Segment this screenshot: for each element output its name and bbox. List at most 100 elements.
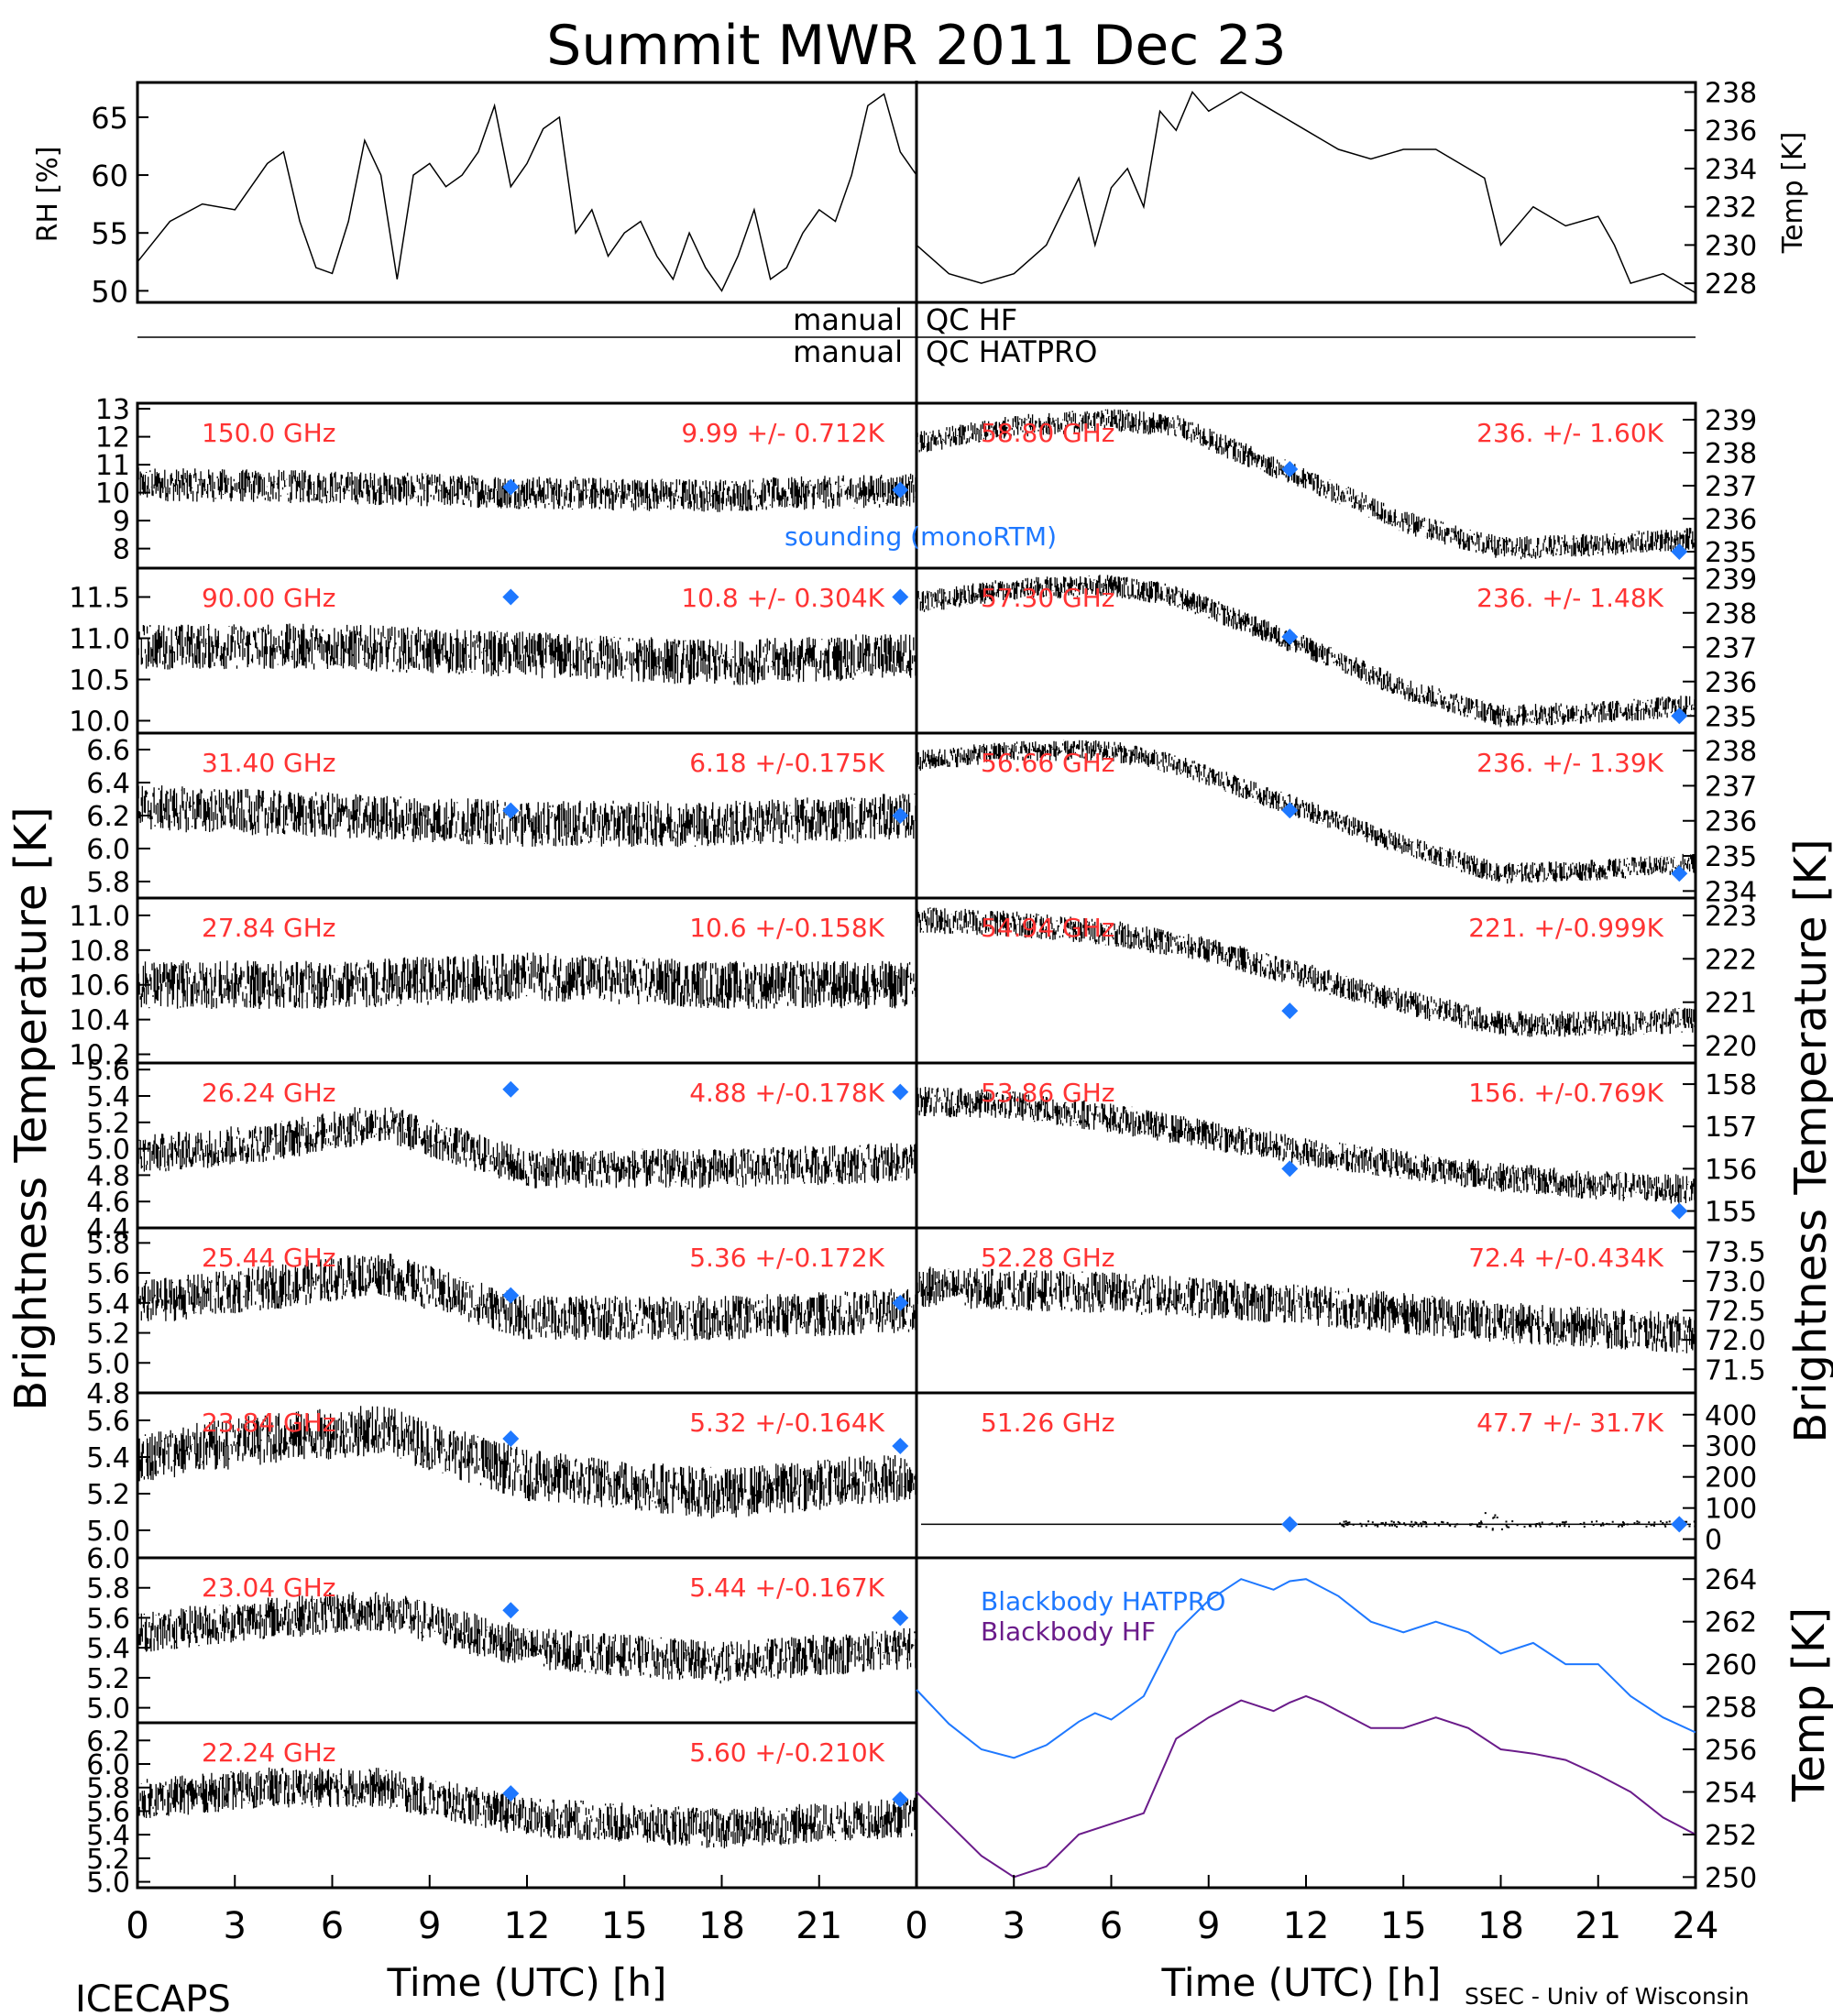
bb-hatpro-line: [916, 1578, 1696, 1759]
channel-stats: 5.32 +/-0.164K: [689, 1408, 884, 1438]
time-tick-label-right: 21: [1575, 1905, 1621, 1947]
channel-stats: 236. +/- 1.60K: [1476, 418, 1663, 448]
tb-tick-label: 13: [95, 394, 130, 426]
channel-stats: 221. +/-0.999K: [1468, 913, 1663, 943]
time-axis-right: 0 3 6 9 12 15 18 21 24 Time (UTC) [h]: [905, 1875, 1718, 2005]
tb-tick-label: 11: [95, 450, 130, 482]
tb-tick-label: 238: [1705, 736, 1757, 768]
tb-tick-label: 236: [1705, 667, 1757, 699]
tb-panel-left-5: 4.85.05.25.45.65.8 25.44 GHz 5.36 +/-0.172…: [86, 1226, 918, 1410]
tb-panel-left-3: 10.210.410.610.811.0 27.84 GHz 10.6 +/-0.1…: [69, 896, 918, 1072]
time-tick-label-right: 15: [1380, 1905, 1427, 1947]
tb-tick-label: 5.2: [86, 1663, 130, 1695]
bb-hf-line: [916, 1694, 1696, 1879]
tb-tick-label: 6.4: [86, 768, 130, 800]
time-axis-label-right: Time (UTC) [h]: [1161, 1960, 1442, 2005]
tb-tick-label: 10.8: [69, 936, 130, 968]
sounding-marker: [892, 1294, 909, 1311]
time-axis-label-left: Time (UTC) [h]: [387, 1960, 667, 2005]
tb-tick-label: 10: [95, 478, 130, 510]
channel-stats: 5.44 +/-0.167K: [689, 1572, 884, 1603]
time-tick-label-left: 18: [698, 1905, 745, 1947]
bb-hatpro-legend: Blackbody HATPRO: [981, 1586, 1225, 1616]
rh-axis-label: RH [%]: [32, 147, 64, 243]
tb-tick-label: 5.6: [86, 1796, 130, 1828]
time-tick-label-left: 3: [224, 1905, 247, 1947]
sounding-marker: [892, 1609, 909, 1627]
tb-tick-label: 6.0: [86, 1749, 130, 1781]
sounding-marker: [502, 1080, 520, 1098]
time-tick-labels-right: 0 3 6 9 12 15 18 21 24: [905, 1875, 1718, 1947]
bb-tick-label: 264: [1705, 1564, 1757, 1596]
tb-tick-label: 11.0: [69, 901, 130, 933]
rh-tick-label: 65: [91, 101, 128, 136]
sounding-marker: [892, 1083, 909, 1101]
time-tick-label-right: 0: [905, 1905, 927, 1947]
sounding-marker: [892, 1438, 909, 1454]
tb-tick-label: 237: [1705, 471, 1757, 503]
sounding-marker: [1671, 1202, 1688, 1220]
bb-tick-label: 258: [1705, 1693, 1757, 1725]
time-tick-label-left: 21: [796, 1905, 842, 1947]
tb-tick-label: 4.6: [86, 1187, 130, 1219]
tb-tick-label: 5.8: [86, 867, 130, 899]
time-axis-left: 0 3 6 9 12 15 18 21 Time (UTC) [h]: [126, 1875, 917, 2005]
bb-tick-label: 256: [1705, 1735, 1757, 1767]
tb-tick-label: 5.0: [86, 1693, 130, 1726]
tb-trace: [137, 1592, 917, 1684]
temp-tick-label: 230: [1705, 230, 1757, 262]
time-tick-label-right: 24: [1673, 1905, 1719, 1947]
time-tick-label-right: 6: [1100, 1905, 1123, 1947]
sounding-marker: [502, 1287, 520, 1304]
tb-tick-label: 9: [113, 506, 130, 538]
tb-tick-label: 5.4: [86, 1442, 130, 1474]
tb-tick-label: 100: [1705, 1494, 1757, 1526]
tb-tick-label: 4.8: [86, 1160, 130, 1192]
tb-tick-label: 6.6: [86, 735, 130, 767]
sounding-marker: [1281, 1516, 1299, 1533]
tb-tick-label: 5.2: [86, 1844, 130, 1876]
tb-tick-label: 10.5: [69, 665, 130, 697]
tb-tick-label: 71.5: [1705, 1354, 1766, 1386]
qc-rows: manual QC HF manual QC HATPRO: [137, 302, 1696, 369]
tb-tick-label: 158: [1705, 1069, 1757, 1101]
channel-stats: 5.60 +/-0.210K: [689, 1737, 884, 1768]
tb-tick-label: 5.4: [86, 1081, 130, 1113]
sounding-marker: [1281, 629, 1299, 645]
tb-tick-label: 72.5: [1705, 1296, 1766, 1328]
temp-tick-label: 228: [1705, 268, 1757, 301]
tb-tick-label: 223: [1705, 901, 1757, 933]
sounding-marker: [502, 588, 520, 606]
tb-trace: [916, 907, 1696, 1037]
temp-tick-label: 236: [1705, 115, 1757, 148]
tb-tick-label: 5.2: [86, 1479, 130, 1511]
time-tick-label-left: 12: [504, 1905, 551, 1947]
rh-temp-panel: 50 55 60 65 228 230 232 234 236 238 RH [%] Temp [K]: [32, 77, 1809, 309]
channel-stats: 72.4 +/-0.434K: [1468, 1243, 1663, 1273]
bb-tick-label: 252: [1705, 1820, 1757, 1852]
channel-label: 23.04 GHz: [202, 1572, 336, 1603]
sounding-marker: [1671, 543, 1688, 560]
channel-stats: 47.7 +/- 31.7K: [1476, 1408, 1663, 1438]
sounding-marker: [1281, 1003, 1299, 1020]
tb-tick-label: 4.8: [86, 1378, 130, 1410]
time-tick-label-left: 15: [601, 1905, 648, 1947]
channel-label: 26.24 GHz: [202, 1078, 336, 1108]
sounding-marker: [1281, 1160, 1299, 1178]
tb-tick-label: 10.4: [69, 1005, 130, 1037]
sounding-marker: [502, 478, 520, 496]
bb-tick-label: 250: [1705, 1862, 1757, 1894]
qc-hatpro-right: QC HATPRO: [926, 334, 1097, 369]
tb-tick-label: 221: [1705, 988, 1757, 1020]
channel-label: 31.40 GHz: [202, 748, 336, 778]
tb-tick-label: 235: [1705, 701, 1757, 733]
tb-tick-label: 155: [1705, 1197, 1757, 1229]
time-tick-label-right: 9: [1197, 1905, 1220, 1947]
tb-tick-label: 11.5: [69, 583, 130, 615]
sounding-marker: [892, 481, 909, 499]
tb-tick-label: 10.2: [69, 1040, 130, 1072]
y-axis-label-left: Brightness Temperature [K]: [5, 806, 57, 1410]
